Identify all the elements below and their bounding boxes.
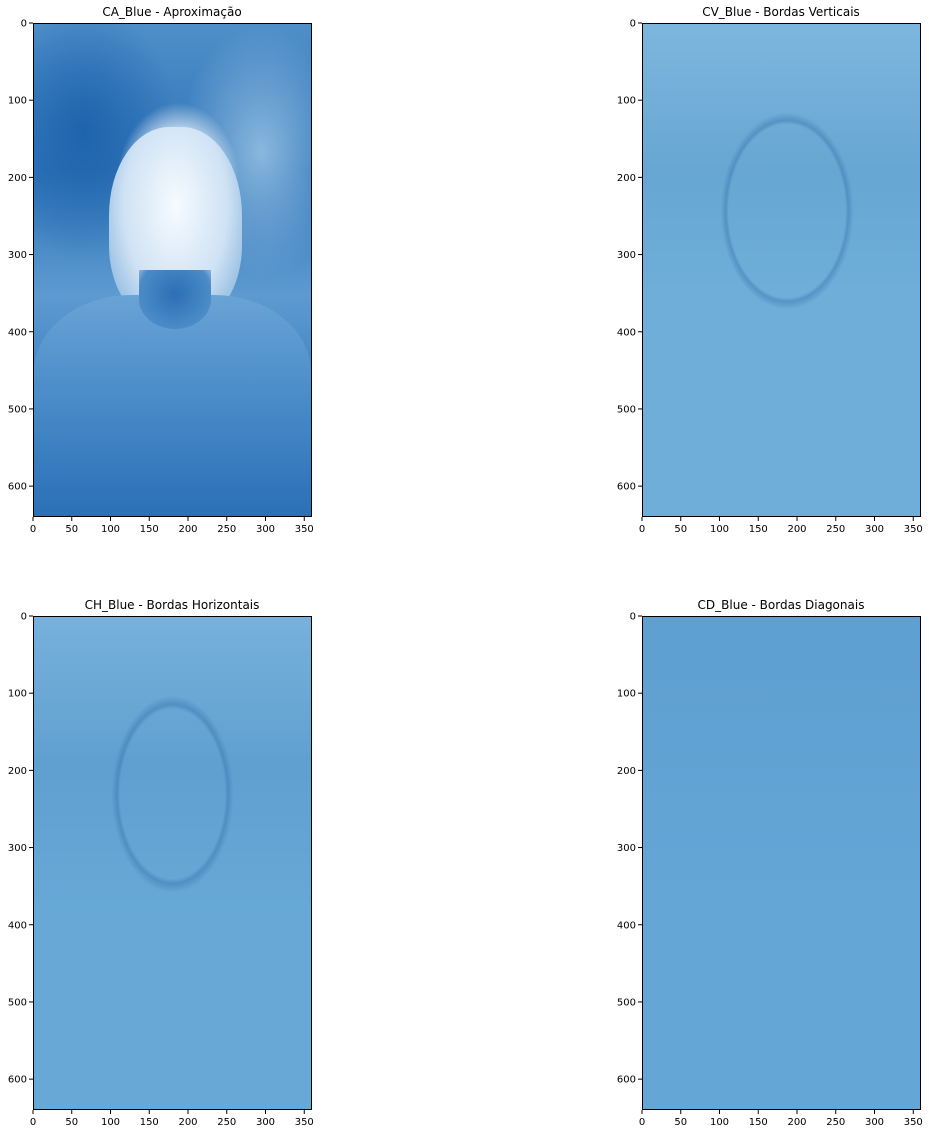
x-tick-label: 200 [787,1117,806,1128]
x-tick-label: 350 [904,1117,923,1128]
x-tick-label: 300 [865,1117,884,1128]
y-tick-label: 300 [617,843,636,854]
x-tick-label: 250 [826,1117,845,1128]
y-tick-label: 0 [630,612,636,623]
y-tick-label: 400 [617,920,636,931]
x-tick-label: 50 [674,1117,687,1128]
x-tick-label: 0 [639,1117,645,1128]
y-tick-label: 500 [617,997,636,1008]
x-tick-label: 100 [710,1117,729,1128]
x-tick-label: 150 [749,1117,768,1128]
y-tick-label: 100 [617,689,636,700]
y-tick-label: 600 [617,1075,636,1086]
y-tick-label: 200 [617,766,636,777]
